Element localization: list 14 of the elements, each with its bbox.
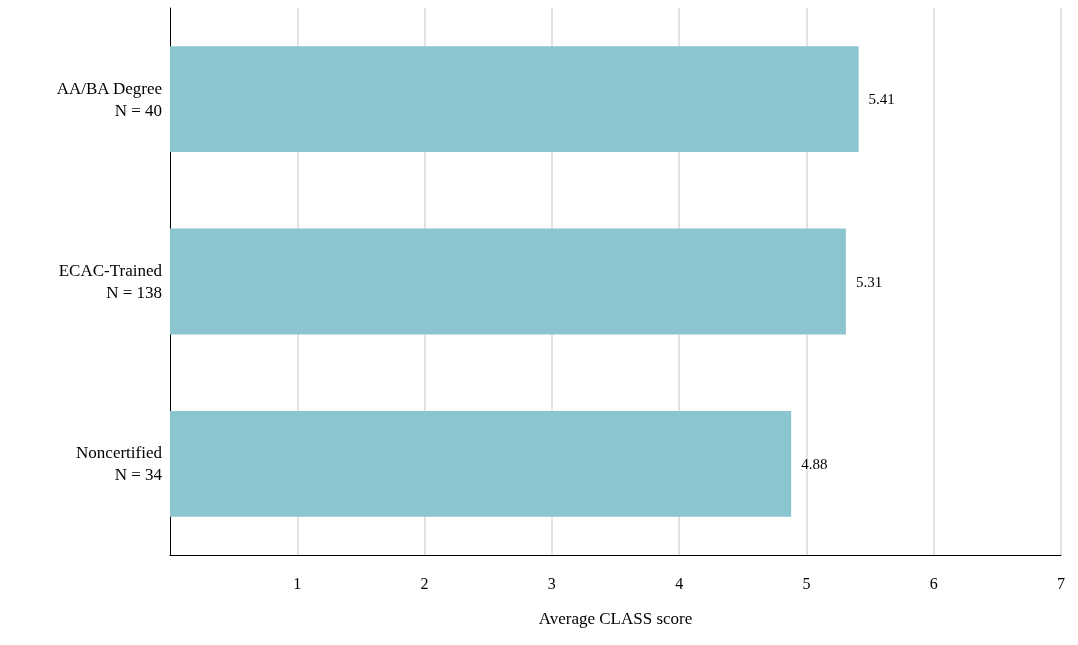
x-tick-label: 7 xyxy=(1057,574,1065,592)
y-tick-label: AA/BA Degree N = 40 xyxy=(56,78,162,120)
data-label: 5.31 xyxy=(855,273,883,290)
x-tick-label: 6 xyxy=(929,574,938,592)
data-label: 4.88 xyxy=(801,455,828,472)
x-tick-label: 3 xyxy=(547,574,556,592)
x-axis-title: Average CLASS score xyxy=(538,609,693,628)
x-tick-label: 1 xyxy=(293,574,302,592)
x-tick-label: 4 xyxy=(675,574,684,592)
y-tick-label: ECAC-Trained N = 138 xyxy=(58,261,163,302)
x-tick-label: 5 xyxy=(802,574,811,592)
y-tick-label: Noncertified N = 34 xyxy=(76,443,163,485)
x-tick-label: 2 xyxy=(420,574,429,592)
data-label: 5.41 xyxy=(868,91,895,108)
